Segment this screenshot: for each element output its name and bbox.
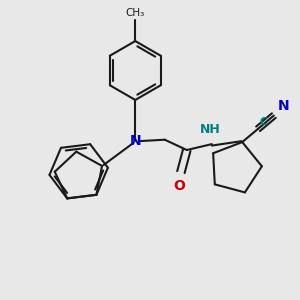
Text: N: N: [278, 99, 289, 113]
Text: NH: NH: [200, 123, 221, 136]
Text: O: O: [173, 179, 185, 194]
Text: CH₃: CH₃: [126, 8, 145, 18]
Text: C: C: [260, 117, 268, 127]
Text: N: N: [130, 134, 141, 148]
